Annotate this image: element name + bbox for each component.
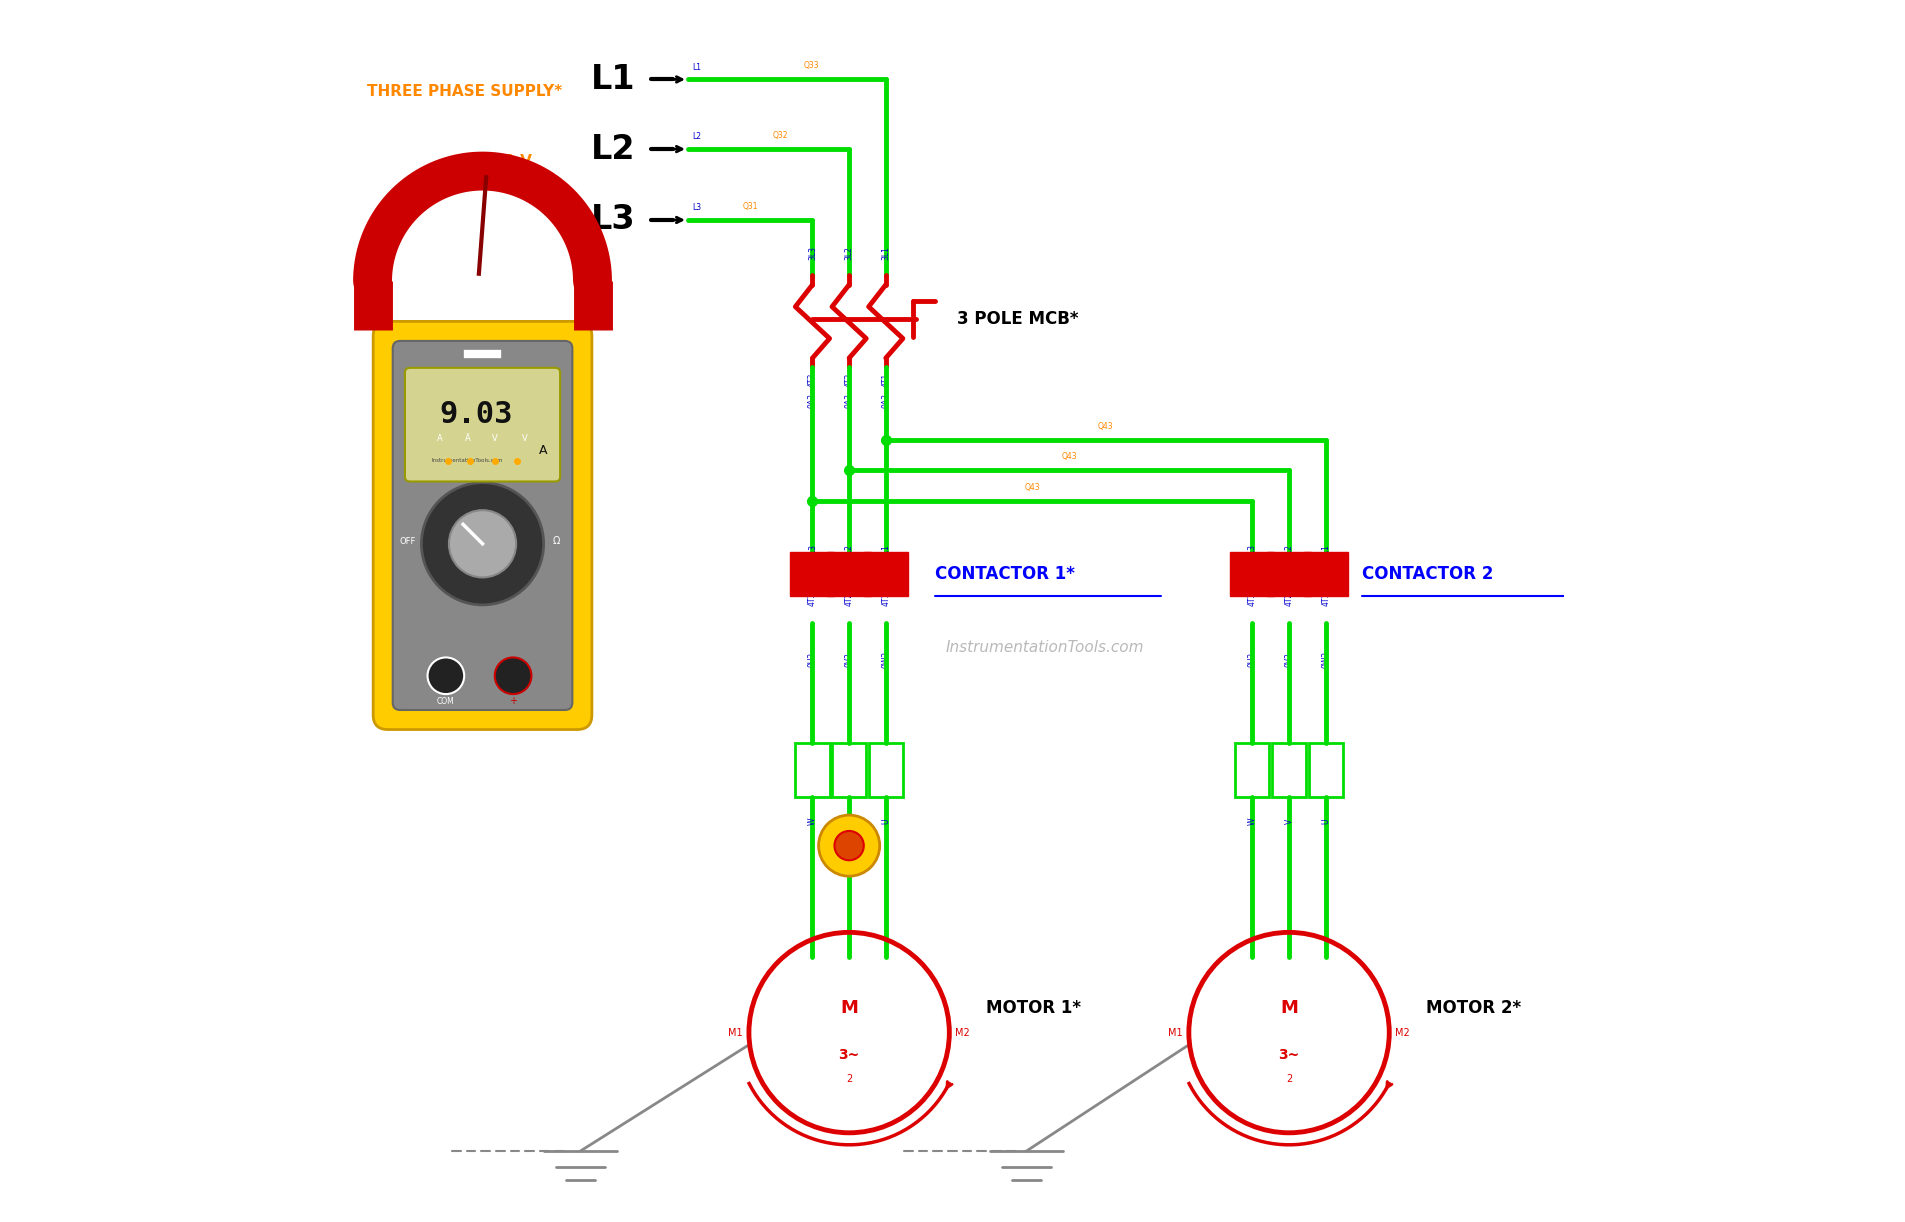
Text: 0W2: 0W2 (880, 651, 890, 668)
Text: 440 V: 440 V (482, 154, 531, 169)
Text: 9.03: 9.03 (440, 400, 512, 429)
Text: 3L2: 3L2 (1284, 545, 1293, 558)
Bar (1271, 743, 1305, 797)
Text: V: V (522, 434, 528, 444)
Circle shape (495, 657, 531, 694)
Text: V: V (844, 819, 853, 824)
Text: 4T1: 4T1 (1320, 591, 1330, 606)
Text: 4T3: 4T3 (808, 373, 817, 387)
Text: Q43: Q43 (1061, 452, 1076, 462)
FancyBboxPatch shape (404, 368, 560, 481)
Text: Q31: Q31 (743, 202, 758, 211)
Text: Ω: Ω (552, 536, 560, 546)
Text: 3~: 3~ (838, 1047, 859, 1062)
Text: U: U (1320, 819, 1330, 824)
Text: 0A3: 0A3 (844, 393, 853, 408)
Text: MOTOR 2*: MOTOR 2* (1425, 1000, 1520, 1017)
Text: COM: COM (436, 697, 455, 706)
Text: 2: 2 (1286, 1074, 1292, 1084)
Text: Ä: Ä (465, 434, 471, 444)
Text: 3L2: 3L2 (844, 545, 853, 558)
Text: InstrumentationTools.com: InstrumentationTools.com (945, 640, 1143, 655)
Text: Q43: Q43 (1097, 422, 1113, 431)
Text: L2: L2 (692, 132, 701, 142)
Circle shape (421, 483, 543, 605)
Text: 4T2: 4T2 (844, 591, 853, 606)
Text: Q43: Q43 (1025, 483, 1040, 492)
Text: THREE PHASE SUPPLY*: THREE PHASE SUPPLY* (366, 84, 562, 99)
Text: OFF: OFF (398, 536, 415, 546)
Circle shape (834, 831, 863, 860)
Text: L3: L3 (692, 203, 701, 213)
Text: W: W (1248, 818, 1255, 825)
Bar (832, 743, 865, 797)
Text: 0A3: 0A3 (880, 393, 890, 408)
FancyBboxPatch shape (392, 341, 572, 710)
Text: 4T2: 4T2 (844, 373, 853, 387)
Text: L1: L1 (591, 62, 634, 97)
Text: 3~: 3~ (1278, 1047, 1299, 1062)
Text: 3L1: 3L1 (880, 247, 890, 260)
Text: 3L1: 3L1 (1320, 545, 1330, 558)
Bar (1234, 743, 1269, 797)
Text: 0V2: 0V2 (1284, 653, 1293, 667)
Text: M2: M2 (1394, 1028, 1410, 1037)
Text: 0U2: 0U2 (1248, 653, 1255, 667)
Bar (869, 743, 903, 797)
Text: M: M (1280, 1000, 1297, 1017)
Text: L3: L3 (591, 203, 634, 237)
Text: InstrumentationTools.com: InstrumentationTools.com (432, 458, 503, 463)
Text: 4T3: 4T3 (808, 591, 817, 606)
Text: 0W2: 0W2 (1320, 651, 1330, 668)
Bar (1267, 552, 1311, 596)
Text: 4T1: 4T1 (880, 591, 890, 606)
Text: 3L3: 3L3 (808, 247, 817, 260)
Text: 3L2: 3L2 (844, 247, 853, 260)
Bar (794, 743, 829, 797)
Text: V: V (491, 434, 497, 444)
Text: 0A3: 0A3 (808, 393, 817, 408)
Text: 4T3: 4T3 (1248, 591, 1255, 606)
Text: M1: M1 (1168, 1028, 1183, 1037)
Text: M2: M2 (954, 1028, 970, 1037)
Circle shape (427, 657, 465, 694)
Text: 0V2: 0V2 (844, 653, 853, 667)
Text: 0U2: 0U2 (808, 653, 817, 667)
Text: 3 POLE MCB*: 3 POLE MCB* (956, 310, 1078, 327)
Circle shape (817, 815, 880, 876)
Bar (791, 552, 834, 596)
Text: L2: L2 (591, 132, 634, 166)
Text: Q32: Q32 (773, 131, 789, 141)
Text: 3L1: 3L1 (880, 545, 890, 558)
Bar (1231, 552, 1274, 596)
Text: +: + (509, 695, 516, 706)
Text: W: W (808, 818, 817, 825)
Bar (1303, 552, 1347, 596)
Bar (827, 552, 871, 596)
Bar (863, 552, 907, 596)
Text: A: A (436, 434, 442, 444)
Text: CONTACTOR 1*: CONTACTOR 1* (933, 566, 1074, 583)
Text: 4T2: 4T2 (1284, 591, 1293, 606)
Text: 3L3: 3L3 (1248, 545, 1255, 558)
Circle shape (450, 511, 516, 578)
Text: M1: M1 (728, 1028, 743, 1037)
FancyBboxPatch shape (373, 321, 592, 730)
Text: Q33: Q33 (804, 61, 819, 71)
Text: M: M (840, 1000, 857, 1017)
Text: 3L3: 3L3 (808, 545, 817, 558)
Text: 2: 2 (846, 1074, 852, 1084)
Text: MOTOR 1*: MOTOR 1* (985, 1000, 1080, 1017)
Text: V: V (1284, 819, 1293, 824)
Text: 4T1: 4T1 (880, 373, 890, 387)
Text: U: U (880, 819, 890, 824)
Text: A: A (539, 444, 547, 457)
Text: L1: L1 (692, 62, 701, 72)
Bar (1309, 743, 1343, 797)
Text: CONTACTOR 2: CONTACTOR 2 (1362, 566, 1494, 583)
